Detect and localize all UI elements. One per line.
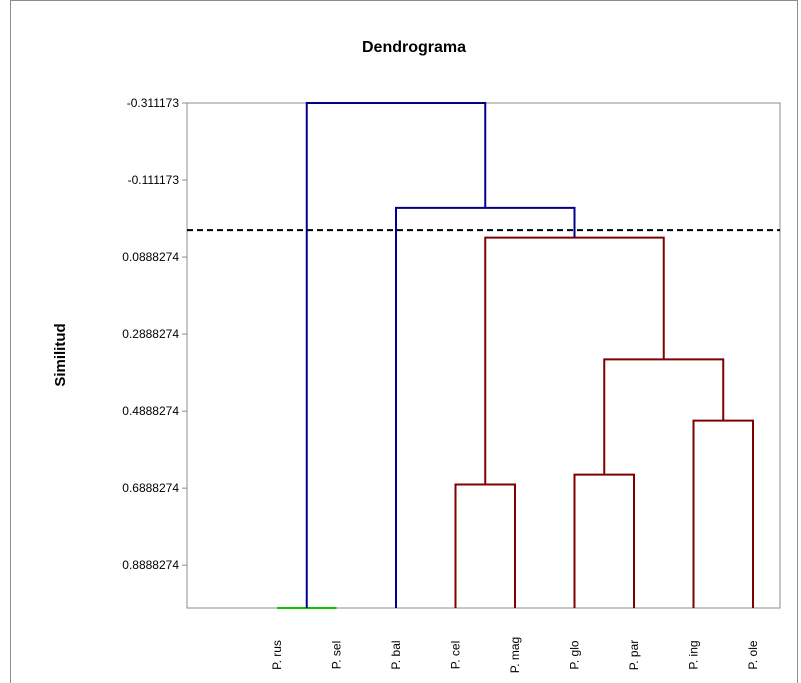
- dendrogram-link: [692, 419, 754, 608]
- y-tick-label: -0.111173: [128, 173, 180, 187]
- y-tick-label: 0.6888274: [122, 481, 179, 495]
- leaf-label: P. ing: [687, 640, 701, 669]
- dendrogram-link: [305, 102, 487, 608]
- leaf-label: P. ole: [746, 640, 760, 669]
- dendrogram-link: [573, 473, 635, 608]
- dendrogram-link: [395, 206, 576, 608]
- plot-area: [186, 102, 781, 609]
- leaf-label: P. glo: [568, 640, 582, 669]
- y-tick-label: 0.2888274: [122, 327, 179, 341]
- leaf-label: P. rus: [270, 640, 284, 670]
- dendrogram-link: [454, 483, 516, 608]
- y-tick-label: 0.0888274: [122, 250, 179, 264]
- leaf-label: P. par: [627, 640, 641, 670]
- y-tick-label: -0.311173: [127, 96, 180, 110]
- dendrogram-link: [603, 358, 725, 475]
- y-axis-ticks: -0.311173 -0.111173 0.0888274 0.2888274 0.48…: [122, 96, 187, 572]
- dendrogram-link: [484, 236, 665, 485]
- chart-title: Dendrograma: [362, 39, 466, 56]
- leaf-label: P. bal: [389, 640, 403, 669]
- dendrogram-links: [277, 102, 754, 609]
- leaf-labels: P. rus P. sel P. bal P. cel P. mag P. glo P. p…: [270, 637, 760, 673]
- leaf-label: P. mag: [508, 637, 522, 673]
- leaf-label: P. cel: [449, 641, 463, 669]
- y-tick-label: 0.4888274: [122, 404, 179, 418]
- y-axis-label: Similitud: [52, 323, 69, 386]
- chart-frame: [10, 0, 798, 683]
- y-tick-label: 0.8888274: [122, 558, 179, 572]
- leaf-label: P. sel: [330, 641, 344, 669]
